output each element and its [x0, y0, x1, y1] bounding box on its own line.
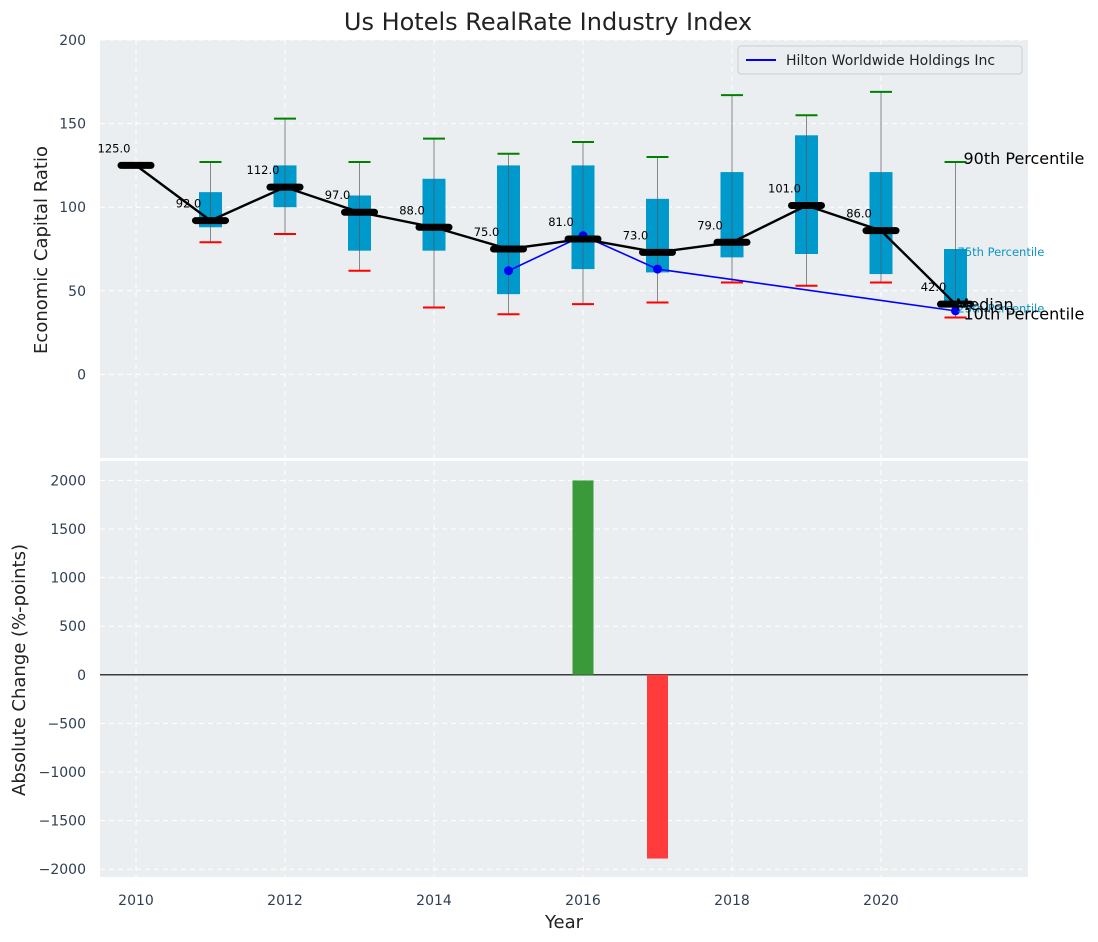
median-value-label: 73.0 — [623, 228, 649, 242]
median-value-labels: 125.0 92.0 112.0 97.0 88.0 75.0 81.0 73.0 79.0 10… — [98, 141, 947, 294]
label-90th-percentile: 90th Percentile — [964, 149, 1085, 168]
top-y-ticks: 0 50 100 150 200 — [59, 33, 86, 383]
bottom-y-tick-label: −1000 — [39, 765, 86, 781]
bottom-y-tick-label: 500 — [59, 619, 86, 635]
label-75th-percentile: 75th Percentile — [958, 245, 1045, 259]
x-tick-label: 2018 — [714, 893, 750, 909]
bottom-y-tick-label: 1500 — [50, 522, 86, 538]
median-value-label: 101.0 — [768, 182, 801, 196]
chart-title: Us Hotels RealRate Industry Index — [344, 8, 752, 36]
x-ticks: 2010 2012 2014 2016 2018 2020 — [118, 893, 899, 909]
x-tick-label: 2020 — [863, 893, 899, 909]
label-median: Median — [956, 295, 1014, 314]
median-value-label: 79.0 — [697, 218, 723, 232]
median-value-label: 125.0 — [98, 141, 131, 155]
x-axis-label: Year — [544, 912, 584, 933]
legend-label-hilton: Hilton Worldwide Holdings Inc — [786, 53, 995, 69]
bottom-gridlines — [100, 461, 1028, 877]
x-tick-label: 2014 — [416, 893, 452, 909]
top-y-tick-label: 100 — [59, 200, 86, 216]
top-y-tick-label: 0 — [77, 367, 86, 383]
bottom-y-tick-label: −1500 — [39, 814, 86, 830]
top-panel: 0 50 100 150 200 125.0 92.0 112.0 97.0 88.0 75.0 8… — [31, 33, 1084, 458]
top-y-tick-label: 150 — [59, 117, 86, 133]
median-series — [117, 161, 974, 308]
change-bar — [647, 674, 668, 859]
median-value-label: 92.0 — [176, 197, 202, 211]
bottom-y-tick-label: −500 — [48, 716, 86, 732]
bottom-plot-area — [100, 461, 1028, 877]
legend: Hilton Worldwide Holdings Inc — [737, 45, 1023, 75]
x-tick-label: 2016 — [565, 893, 601, 909]
median-value-label: 42.0 — [921, 280, 947, 294]
hilton-point — [951, 306, 960, 316]
label-25th-percentile: 25th Percentile — [958, 302, 1045, 316]
bottom-y-tick-label: −2000 — [39, 862, 86, 878]
top-y-tick-label: 200 — [59, 33, 86, 49]
top-y-axis-label: Economic Capital Ratio — [31, 146, 52, 354]
top-y-tick-label: 50 — [68, 284, 86, 300]
median-value-label: 112.0 — [247, 163, 280, 177]
bottom-y-ticks: −2000 −1500 −1000 −500 0 500 1000 1500 2000 — [39, 473, 86, 878]
bottom-y-axis-label: Absolute Change (%-points) — [9, 544, 30, 796]
x-tick-label: 2012 — [267, 893, 303, 909]
change-bar — [572, 480, 594, 675]
median-line — [135, 164, 957, 306]
hilton-point — [653, 264, 662, 274]
x-tick-label: 2010 — [118, 893, 154, 909]
median-value-label: 86.0 — [846, 207, 872, 221]
bottom-panel: −2000 −1500 −1000 −500 0 500 1000 1500 2000 2010… — [9, 461, 1028, 933]
top-gridlines — [100, 39, 1028, 458]
percentile-side-labels: 90th Percentile 75th Percentile 25th Perce… — [956, 149, 1085, 323]
median-value-label: 75.0 — [474, 225, 500, 239]
bottom-y-tick-label: 1000 — [50, 571, 86, 587]
bottom-y-tick-label: 0 — [77, 668, 86, 684]
legend-box — [737, 45, 1023, 75]
bottom-y-tick-label: 2000 — [50, 473, 86, 489]
median-value-label: 81.0 — [548, 215, 574, 229]
change-bars — [572, 480, 668, 859]
hilton-point — [504, 266, 513, 276]
hilton-line — [508, 234, 956, 312]
label-10th-percentile: 10th Percentile — [964, 305, 1085, 324]
median-value-label: 88.0 — [399, 203, 425, 217]
median-value-label: 97.0 — [325, 188, 351, 202]
